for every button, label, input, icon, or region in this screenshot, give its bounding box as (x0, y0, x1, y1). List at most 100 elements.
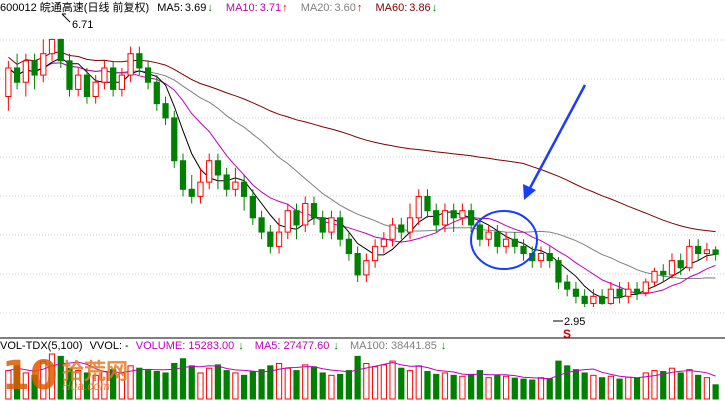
volume-bar[interactable] (389, 360, 396, 400)
candle[interactable] (581, 289, 588, 308)
candle[interactable] (13, 53, 21, 90)
volume-bar[interactable] (590, 374, 597, 400)
volume-bar[interactable] (206, 367, 213, 400)
candle[interactable] (293, 203, 300, 240)
candle[interactable] (572, 282, 580, 304)
candle[interactable] (371, 239, 379, 268)
volume-bar[interactable] (249, 371, 256, 400)
candle[interactable] (5, 60, 12, 111)
volume-bar[interactable] (703, 377, 711, 400)
candle[interactable] (319, 210, 326, 240)
candle[interactable] (433, 203, 440, 233)
candle[interactable] (354, 246, 361, 283)
volume-bar[interactable] (13, 365, 21, 400)
candle[interactable] (607, 282, 614, 305)
candle[interactable] (599, 289, 606, 305)
volume-bar[interactable] (677, 372, 684, 400)
candle[interactable] (450, 203, 457, 233)
volume-bar[interactable] (468, 373, 475, 400)
candle[interactable] (424, 189, 431, 218)
volume-bar[interactable] (302, 364, 309, 400)
volume-bar[interactable] (633, 377, 641, 400)
candle[interactable] (92, 75, 99, 104)
volume-bar[interactable] (415, 365, 422, 400)
volume-bar[interactable] (345, 370, 353, 400)
volume-bar[interactable] (651, 370, 658, 400)
candle[interactable] (441, 203, 449, 233)
candle[interactable] (197, 167, 204, 204)
volume-bar[interactable] (258, 369, 265, 400)
volume-bar[interactable] (668, 367, 676, 400)
volume-bar[interactable] (564, 365, 571, 400)
volume-bar[interactable] (529, 379, 536, 400)
candle[interactable] (118, 67, 125, 97)
volume-bar[interactable] (223, 370, 230, 400)
candle[interactable] (171, 110, 178, 168)
candle[interactable] (677, 253, 684, 275)
candlestick-series[interactable] (5, 38, 719, 308)
volume-bar[interactable] (380, 364, 387, 400)
candle[interactable] (485, 224, 492, 247)
volume-bar[interactable] (599, 377, 606, 400)
volume-bar[interactable] (572, 369, 580, 400)
candle[interactable] (616, 282, 623, 304)
candle[interactable] (363, 253, 370, 283)
volume-bar[interactable] (31, 374, 38, 400)
candle[interactable] (22, 53, 29, 97)
candle[interactable] (57, 38, 64, 68)
volume-bar[interactable] (241, 374, 248, 400)
volume-bar[interactable] (520, 378, 527, 400)
candle[interactable] (686, 239, 693, 272)
volume-bar[interactable] (459, 375, 466, 400)
candle[interactable] (468, 203, 475, 233)
candle[interactable] (625, 282, 632, 304)
candle[interactable] (337, 210, 344, 247)
volume-bar[interactable] (5, 370, 12, 400)
candle[interactable] (258, 210, 265, 240)
candle[interactable] (101, 60, 108, 90)
candle[interactable] (232, 167, 239, 197)
volume-bar[interactable] (197, 372, 204, 400)
volume-bar[interactable] (275, 362, 283, 400)
volume-bar[interactable] (450, 374, 457, 400)
volume-bar[interactable] (136, 367, 143, 400)
candle[interactable] (310, 196, 318, 225)
volume-bar[interactable] (214, 364, 222, 400)
volume-bar[interactable] (537, 377, 545, 400)
volume-bar[interactable] (83, 372, 91, 400)
candle[interactable] (537, 246, 545, 268)
candle[interactable] (380, 232, 387, 254)
candle[interactable] (703, 242, 711, 261)
candle[interactable] (660, 264, 667, 283)
volume-bar[interactable] (171, 362, 178, 400)
volume-bar[interactable] (642, 372, 649, 400)
volume-bar[interactable] (22, 372, 29, 400)
candle[interactable] (511, 232, 518, 254)
candle[interactable] (40, 39, 47, 83)
volume-bar[interactable] (162, 372, 169, 400)
candle[interactable] (136, 46, 143, 76)
volume-bar[interactable] (398, 367, 405, 400)
candle[interactable] (345, 232, 353, 261)
candle[interactable] (144, 60, 152, 90)
volume-bar[interactable] (625, 376, 632, 400)
volume-bar[interactable] (441, 372, 449, 400)
candle[interactable] (206, 153, 213, 190)
volume-bar[interactable] (363, 362, 370, 400)
candle[interactable] (590, 289, 597, 308)
candle[interactable] (75, 67, 82, 97)
candle[interactable] (31, 53, 38, 90)
volume-bar[interactable] (476, 370, 483, 400)
candle[interactable] (328, 210, 335, 240)
candle[interactable] (83, 67, 91, 104)
candle[interactable] (398, 217, 405, 240)
candle[interactable] (66, 53, 73, 97)
volume-bar[interactable] (686, 369, 693, 400)
volume-bar[interactable] (502, 375, 510, 400)
volume-bar[interactable] (337, 373, 344, 400)
volume-bar[interactable] (712, 384, 719, 400)
candle[interactable] (642, 278, 649, 297)
candle[interactable] (241, 175, 248, 211)
candle[interactable] (712, 246, 719, 261)
